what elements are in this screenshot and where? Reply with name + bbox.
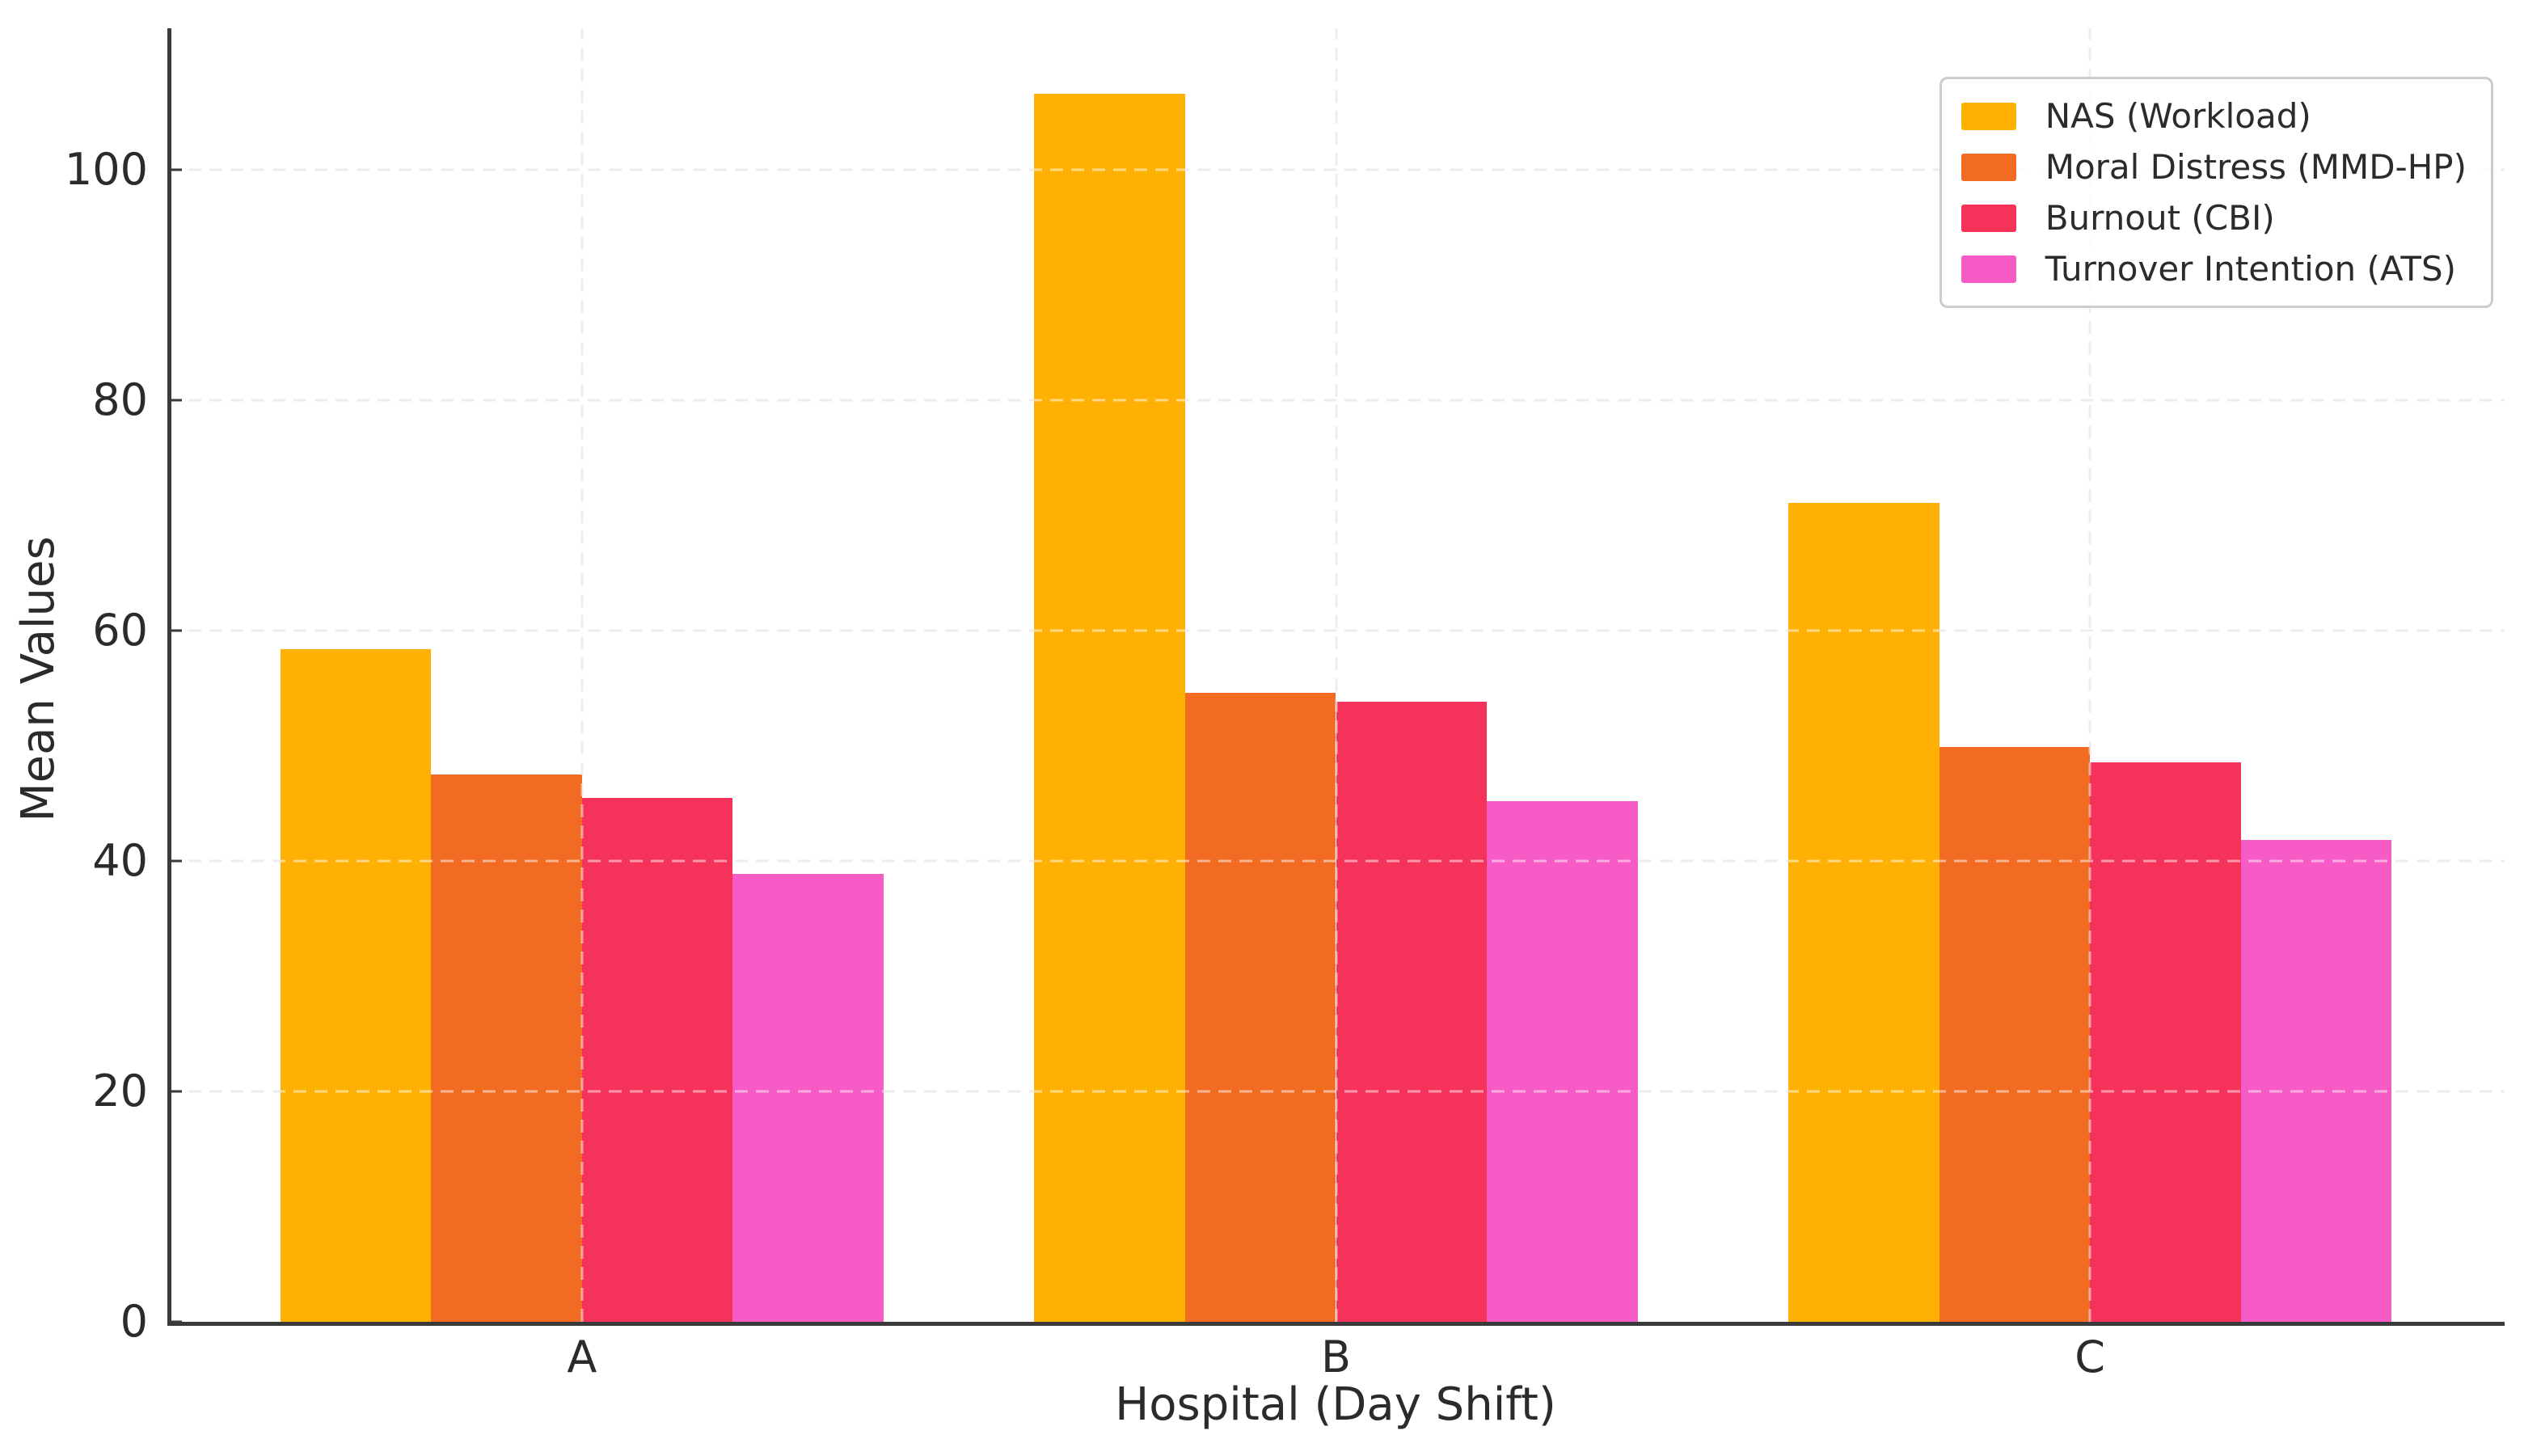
bars-layer xyxy=(167,28,2505,1322)
bar-B-series3 xyxy=(1336,702,1488,1322)
y-tick-mark xyxy=(167,629,182,632)
bar-C-series4 xyxy=(2240,840,2392,1322)
bar-C-series1 xyxy=(1788,503,1939,1322)
y-tick-label: 20 xyxy=(92,1066,148,1117)
left-axis-spine xyxy=(167,28,171,1326)
legend-swatch-nas xyxy=(1961,102,2016,130)
y-tick-mark xyxy=(167,859,182,863)
legend-item-nas: NAS (Workload) xyxy=(1961,91,2467,141)
legend-label-burnout: Burnout (CBI) xyxy=(2045,197,2275,238)
y-tick-label: 0 xyxy=(120,1296,148,1347)
x-tick-label: C xyxy=(2074,1332,2105,1382)
legend: NAS (Workload) Moral Distress (MMD-HP) B… xyxy=(1939,77,2493,308)
x-tick-label: A xyxy=(567,1332,597,1382)
legend-swatch-turnover xyxy=(1961,255,2016,283)
legend-item-burnout: Burnout (CBI) xyxy=(1961,192,2467,243)
bottom-axis-spine xyxy=(167,1322,2505,1326)
bar-C-series3 xyxy=(2090,762,2241,1322)
y-tick-mark xyxy=(167,399,182,402)
legend-swatch-burnout xyxy=(1961,204,2016,232)
y-tick-label: 60 xyxy=(92,605,148,656)
bar-B-series4 xyxy=(1487,801,1638,1322)
gridline-v-overlay xyxy=(1335,28,1337,1322)
gridline-v-overlay xyxy=(2088,28,2091,1322)
y-tick-label: 80 xyxy=(92,374,148,426)
legend-item-turnover: Turnover Intention (ATS) xyxy=(1961,243,2467,294)
x-tick-label: B xyxy=(1320,1332,1352,1382)
y-tick-marks xyxy=(167,28,2505,1323)
y-tick-label-column: 0 20 40 60 80 100 xyxy=(0,28,148,1344)
legend-item-moral-distress: Moral Distress (MMD-HP) xyxy=(1961,141,2467,192)
bar-A-series4 xyxy=(732,873,884,1322)
x-axis-label: Hospital (Day Shift) xyxy=(1115,1378,1556,1431)
legend-swatch-moral-distress xyxy=(1961,153,2016,181)
y-tick-mark xyxy=(167,168,182,171)
bar-B-series2 xyxy=(1184,693,1336,1322)
legend-label-nas: NAS (Workload) xyxy=(2045,95,2311,136)
bar-A-series2 xyxy=(431,774,582,1322)
bar-C-series2 xyxy=(1939,747,2091,1322)
y-tick-label: 100 xyxy=(64,144,148,196)
y-tick-mark xyxy=(167,1320,182,1323)
legend-label-turnover: Turnover Intention (ATS) xyxy=(2045,248,2457,289)
bar-A-series3 xyxy=(581,797,733,1322)
gridline-v-overlay xyxy=(580,28,584,1322)
bar-B-series1 xyxy=(1034,94,1185,1322)
y-tick-label: 40 xyxy=(92,835,148,887)
legend-label-moral-distress: Moral Distress (MMD-HP) xyxy=(2045,146,2467,187)
bar-A-series1 xyxy=(280,648,432,1322)
gridlines-overlay xyxy=(167,28,2505,1322)
y-tick-mark xyxy=(167,1090,182,1093)
plot-area: NAS (Workload) Moral Distress (MMD-HP) B… xyxy=(167,28,2505,1326)
